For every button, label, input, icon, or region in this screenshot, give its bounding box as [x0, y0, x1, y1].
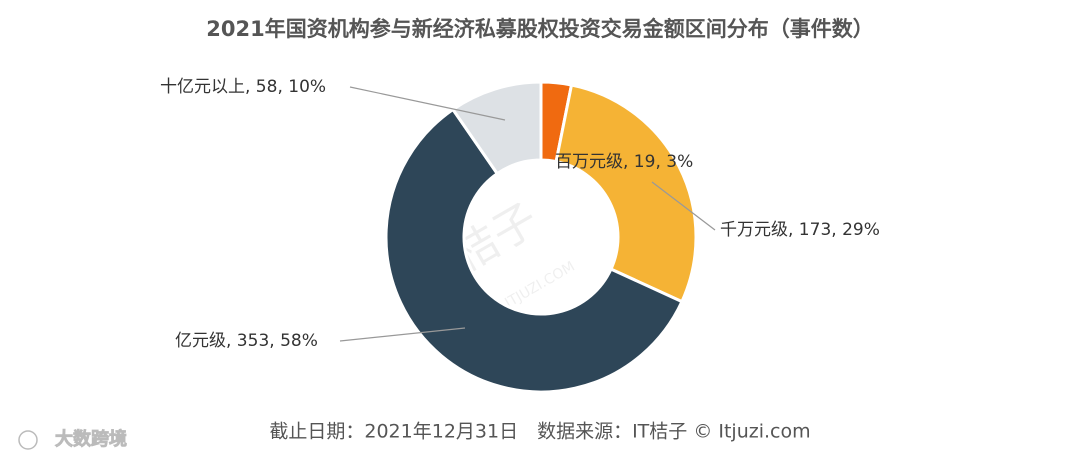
- data-label: 亿元级, 353, 58%: [175, 331, 318, 351]
- footer: 截止日期：2021年12月31日 数据来源：IT桔子 © Itjuzi.com: [269, 421, 810, 443]
- leader-line: [651, 181, 716, 231]
- donut-slice: [450, 80, 543, 176]
- leader-line: [349, 86, 506, 121]
- leader-line: [339, 327, 466, 342]
- chart-title: 2021年国资机构参与新经济私募股权投资交易金额区间分布（事件数）: [206, 17, 873, 41]
- data-label: 千万元级, 173, 29%: [720, 220, 880, 240]
- data-label: 十亿元以上, 58, 10%: [160, 77, 326, 97]
- donut-slice: [554, 83, 698, 304]
- corner-icon: [18, 430, 38, 450]
- donut-slice: [384, 107, 684, 394]
- data-label: 百万元级, 19, 3%: [555, 152, 693, 172]
- corner-mark: 大数跨境: [55, 428, 127, 450]
